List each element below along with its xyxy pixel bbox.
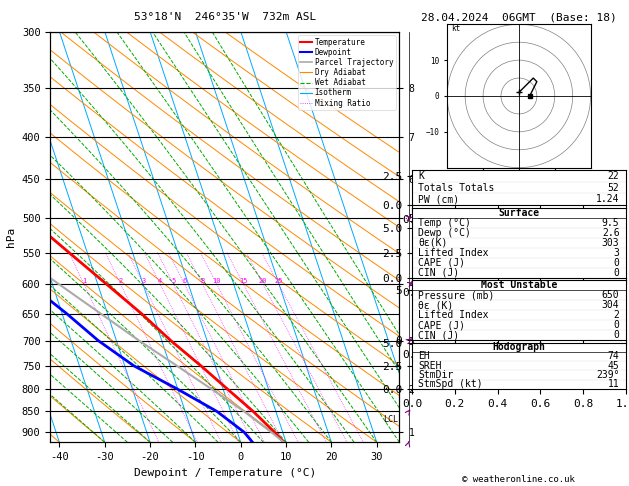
Text: PW (cm): PW (cm)	[418, 194, 460, 204]
Text: 5: 5	[171, 278, 175, 284]
Text: StmDir: StmDir	[418, 370, 454, 380]
Text: EH: EH	[418, 351, 430, 362]
Text: θε(K): θε(K)	[418, 238, 448, 248]
Text: 1: 1	[82, 278, 86, 284]
Legend: Temperature, Dewpoint, Parcel Trajectory, Dry Adiabat, Wet Adiabat, Isotherm, Mi: Temperature, Dewpoint, Parcel Trajectory…	[298, 35, 396, 110]
Text: kt: kt	[451, 24, 460, 34]
Text: 53°18'N  246°35'W  732m ASL: 53°18'N 246°35'W 732m ASL	[134, 12, 316, 22]
Text: 304: 304	[602, 300, 620, 311]
Text: 52: 52	[608, 183, 620, 192]
Text: SREH: SREH	[418, 361, 442, 371]
Text: LCL: LCL	[383, 416, 398, 424]
Text: Temp (°C): Temp (°C)	[418, 218, 471, 227]
Text: CIN (J): CIN (J)	[418, 330, 460, 340]
Text: 2.6: 2.6	[602, 227, 620, 238]
Text: 45: 45	[608, 361, 620, 371]
Text: K: K	[418, 171, 425, 181]
Text: 9.5: 9.5	[602, 218, 620, 227]
Text: 10: 10	[213, 278, 221, 284]
Text: Surface: Surface	[498, 208, 540, 218]
Text: 6: 6	[182, 278, 187, 284]
Text: 74: 74	[608, 351, 620, 362]
Text: © weatheronline.co.uk: © weatheronline.co.uk	[462, 474, 576, 484]
Text: Dewp (°C): Dewp (°C)	[418, 227, 471, 238]
Text: Lifted Index: Lifted Index	[418, 310, 489, 320]
Text: 15: 15	[239, 278, 248, 284]
Text: 11: 11	[608, 379, 620, 389]
Text: 22: 22	[608, 171, 620, 181]
Text: 3: 3	[142, 278, 145, 284]
Text: 4: 4	[158, 278, 162, 284]
Text: 25: 25	[274, 278, 283, 284]
X-axis label: Dewpoint / Temperature (°C): Dewpoint / Temperature (°C)	[134, 468, 316, 478]
Text: StmSpd (kt): StmSpd (kt)	[418, 379, 483, 389]
Text: Lifted Index: Lifted Index	[418, 248, 489, 258]
Text: 20: 20	[259, 278, 267, 284]
Text: CIN (J): CIN (J)	[418, 268, 460, 278]
Text: 1.24: 1.24	[596, 194, 620, 204]
Text: 650: 650	[602, 290, 620, 300]
Text: Totals Totals: Totals Totals	[418, 183, 495, 192]
Text: CAPE (J): CAPE (J)	[418, 320, 465, 330]
Text: 8: 8	[200, 278, 204, 284]
Text: θε (K): θε (K)	[418, 300, 454, 311]
Text: 0: 0	[613, 320, 620, 330]
Text: 2: 2	[118, 278, 123, 284]
Text: 0: 0	[613, 330, 620, 340]
Text: 239°: 239°	[596, 370, 620, 380]
Text: Pressure (mb): Pressure (mb)	[418, 290, 495, 300]
Y-axis label: hPa: hPa	[6, 227, 16, 247]
Text: 2: 2	[613, 310, 620, 320]
Text: 3: 3	[613, 248, 620, 258]
Text: 28.04.2024  06GMT  (Base: 18): 28.04.2024 06GMT (Base: 18)	[421, 12, 617, 22]
Text: Most Unstable: Most Unstable	[481, 280, 557, 291]
Text: Hodograph: Hodograph	[493, 342, 545, 352]
Text: 303: 303	[602, 238, 620, 248]
Y-axis label: km
ASL: km ASL	[426, 237, 444, 259]
Text: 0: 0	[613, 258, 620, 268]
Text: 0: 0	[613, 268, 620, 278]
Text: CAPE (J): CAPE (J)	[418, 258, 465, 268]
